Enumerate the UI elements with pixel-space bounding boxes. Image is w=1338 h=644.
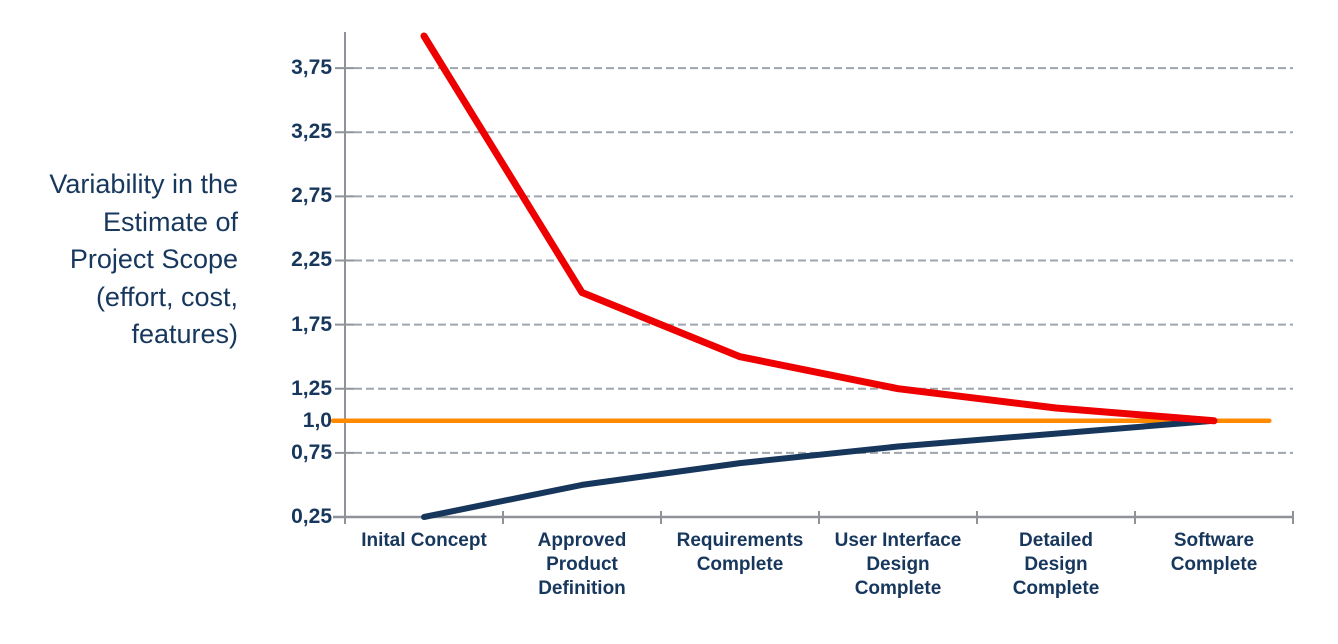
y-tick-label: 3,25 xyxy=(291,120,332,144)
upper-estimate-bound-line xyxy=(420,32,1218,425)
y-axis-title-line: Estimate of xyxy=(102,206,238,237)
x-category-label-line: Complete xyxy=(854,578,942,599)
x-category-label-line: Requirements xyxy=(676,530,804,551)
x-category-label-line: Product xyxy=(546,554,618,575)
x-category-label: Software Complete xyxy=(1129,529,1299,577)
y-axis-title-line: Variability in the xyxy=(49,169,238,199)
y-tick-label: 2,75 xyxy=(291,184,332,208)
y-tick-label: 3,75 xyxy=(291,56,332,80)
y-tick-label: 1,75 xyxy=(291,312,332,336)
x-category-label: User Interface Design Complete xyxy=(813,529,983,601)
y-tick-label: 1,25 xyxy=(291,376,332,400)
x-category-label-line: Detailed xyxy=(1019,530,1093,551)
y-axis-title-line: (effort, cost, xyxy=(95,281,238,312)
y-tick-label: 1,0 xyxy=(302,408,332,432)
y-tick-label: 0,25 xyxy=(291,505,332,528)
x-category-label-line: Inital Concept xyxy=(361,530,487,551)
y-tick-label: 0,75 xyxy=(291,440,332,464)
x-category-label-line: Complete xyxy=(1012,578,1100,599)
x-category-label: Inital Concept xyxy=(339,529,509,553)
x-category-label: Requirements Complete xyxy=(655,529,825,577)
x-category-label-line: Definition xyxy=(538,578,626,599)
x-category-label-line: Design xyxy=(1024,554,1088,575)
x-category-label: Detailed Design Complete xyxy=(971,529,1141,601)
y-axis-title: Variability in the Estimate of Project S… xyxy=(0,166,238,354)
x-category-label-line: Complete xyxy=(696,554,784,575)
x-category-label-line: Approved xyxy=(537,530,627,551)
x-category-label-line: Design xyxy=(866,554,930,575)
x-category-label: Approved Product Definition xyxy=(497,529,667,601)
x-category-label-line: Complete xyxy=(1170,554,1258,575)
y-tick-label: 2,25 xyxy=(291,248,332,272)
lower-estimate-bound-line xyxy=(421,417,1217,520)
x-category-label-line: User Interface xyxy=(834,530,962,551)
x-category-label-line: Software xyxy=(1173,530,1255,551)
y-axis-title-line: features) xyxy=(131,319,238,349)
y-axis-title-line: Project Scope xyxy=(69,244,238,274)
